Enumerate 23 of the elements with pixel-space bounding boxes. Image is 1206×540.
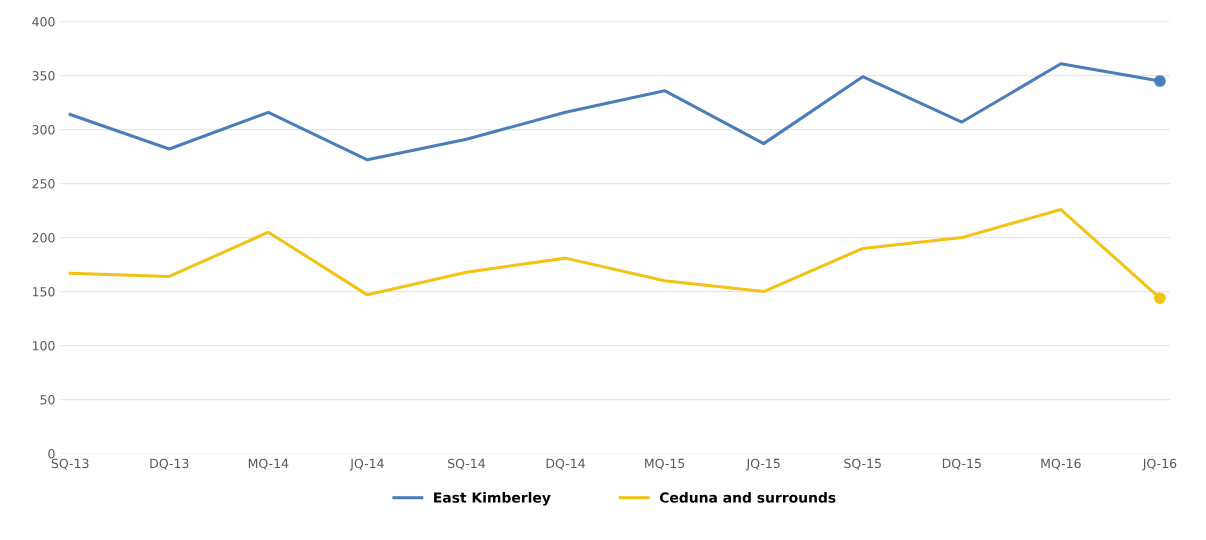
legend-label: East Kimberley: [434, 492, 551, 506]
y-tick-label: 100: [32, 341, 55, 351]
x-tick-label: JQ-14: [349, 458, 384, 471]
x-tick-label: SQ-14: [448, 458, 486, 470]
y-tick-label: 0: [48, 449, 55, 459]
x-tick-label: MQ-14: [248, 458, 289, 470]
y-tick-label: 50: [40, 395, 55, 405]
x-tick-label: MQ-15: [645, 458, 685, 470]
x-tick-label: SQ-13: [51, 458, 89, 470]
y-tick-label: 200: [32, 233, 55, 243]
y-tick-label: 300: [32, 125, 55, 135]
y-tick-label: 400: [32, 17, 55, 27]
x-tick-label: JQ-16: [1142, 458, 1177, 471]
x-tick-label: DQ-14: [546, 458, 585, 470]
y-tick-label: 350: [32, 71, 55, 81]
x-tick-label: MQ-16: [1041, 458, 1081, 470]
y-tick-label: 250: [32, 179, 55, 189]
x-tick-label: DQ-13: [150, 458, 189, 470]
y-tick-label: 150: [32, 287, 55, 297]
x-tick-label: JQ-15: [745, 458, 780, 471]
x-tick-label: DQ-15: [942, 458, 981, 470]
legend-label: Ceduna and surrounds: [659, 492, 836, 503]
x-tick-label: SQ-15: [844, 458, 881, 470]
